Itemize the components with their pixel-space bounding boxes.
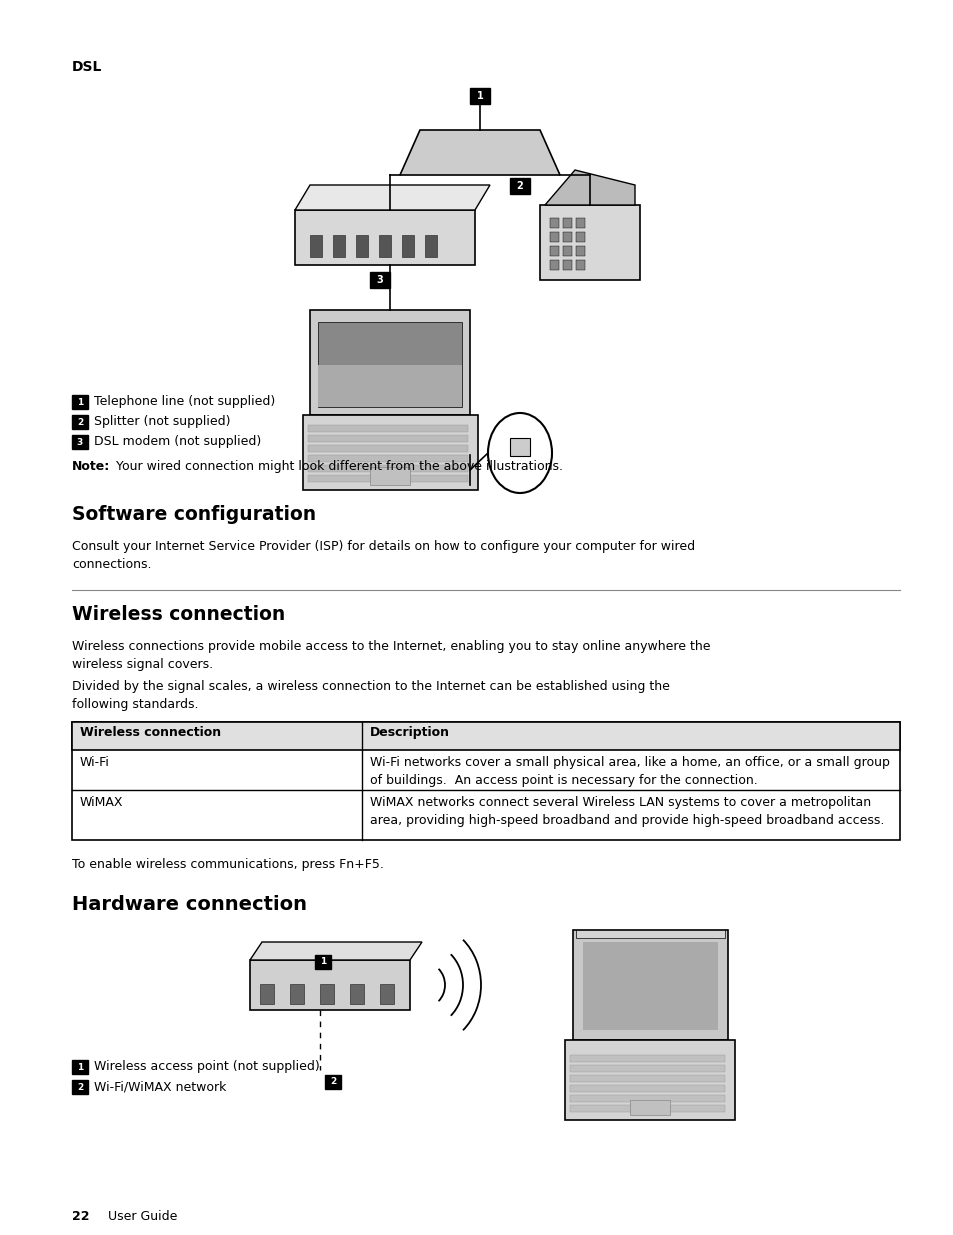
Text: 1: 1 <box>319 957 326 967</box>
Bar <box>550 232 558 242</box>
Bar <box>629 1100 669 1115</box>
Text: User Guide: User Guide <box>91 1210 177 1223</box>
Bar <box>294 210 475 266</box>
Text: Software configuration: Software configuration <box>71 505 315 524</box>
Text: 3: 3 <box>77 437 83 447</box>
Bar <box>569 1065 724 1072</box>
Bar <box>314 955 331 969</box>
Bar <box>562 232 572 242</box>
Bar <box>308 445 468 452</box>
Bar <box>310 235 322 257</box>
Text: Wireless access point (not supplied): Wireless access point (not supplied) <box>94 1060 319 1073</box>
Bar <box>569 1095 724 1102</box>
Text: Wireless connection: Wireless connection <box>71 605 285 624</box>
Text: WiMAX: WiMAX <box>80 797 123 809</box>
Text: 2: 2 <box>77 1083 83 1092</box>
Text: Wireless connections provide mobile access to the Internet, enabling you to stay: Wireless connections provide mobile acce… <box>71 640 710 671</box>
Bar <box>71 722 899 840</box>
Bar <box>308 425 468 432</box>
Text: 22: 22 <box>71 1210 90 1223</box>
Bar <box>319 984 334 1004</box>
Bar <box>576 232 584 242</box>
Bar <box>308 454 468 462</box>
Text: Note:: Note: <box>71 459 111 473</box>
Bar <box>250 960 410 1010</box>
Bar <box>569 1074 724 1082</box>
Bar <box>333 235 345 257</box>
Bar <box>576 261 584 270</box>
Bar <box>308 475 468 482</box>
Text: Hardware connection: Hardware connection <box>71 895 307 914</box>
Bar <box>290 984 304 1004</box>
Text: Wireless connection: Wireless connection <box>80 726 221 739</box>
Text: DSL modem (not supplied): DSL modem (not supplied) <box>94 435 261 448</box>
Bar <box>510 438 530 456</box>
Bar <box>510 178 530 194</box>
Bar <box>550 261 558 270</box>
Text: 1: 1 <box>77 1062 83 1072</box>
Text: Description: Description <box>370 726 450 739</box>
Bar <box>573 930 727 1040</box>
Bar <box>576 246 584 256</box>
Bar <box>539 205 639 280</box>
Bar <box>350 984 364 1004</box>
Bar <box>260 984 274 1004</box>
Bar <box>576 930 724 939</box>
Ellipse shape <box>488 412 552 493</box>
Text: 1: 1 <box>476 91 483 101</box>
Bar <box>582 942 718 1030</box>
Text: Wi-Fi/WiMAX network: Wi-Fi/WiMAX network <box>94 1079 226 1093</box>
Bar <box>562 219 572 228</box>
Bar <box>71 1060 88 1074</box>
Text: To enable wireless communications, press Fn+F5.: To enable wireless communications, press… <box>71 858 383 871</box>
Bar <box>317 322 461 408</box>
Bar <box>379 984 394 1004</box>
Text: DSL: DSL <box>71 61 102 74</box>
Bar <box>401 235 414 257</box>
Bar <box>71 435 88 450</box>
Bar <box>71 722 899 750</box>
Text: Your wired connection might look different from the above illustrations.: Your wired connection might look differe… <box>112 459 562 473</box>
Text: Splitter (not supplied): Splitter (not supplied) <box>94 415 231 429</box>
Bar <box>308 466 468 472</box>
Text: Divided by the signal scales, a wireless connection to the Internet can be estab: Divided by the signal scales, a wireless… <box>71 680 669 711</box>
Bar <box>308 435 468 442</box>
Polygon shape <box>250 942 421 960</box>
Bar <box>569 1086 724 1092</box>
Text: 2: 2 <box>517 182 523 191</box>
Bar <box>564 1040 734 1120</box>
Bar <box>562 261 572 270</box>
Bar <box>378 235 391 257</box>
Polygon shape <box>544 170 635 205</box>
Bar <box>310 310 470 415</box>
Bar <box>325 1074 340 1089</box>
Polygon shape <box>399 130 559 175</box>
Bar <box>303 415 477 490</box>
Bar <box>71 415 88 429</box>
Text: WiMAX networks connect several Wireless LAN systems to cover a metropolitan
area: WiMAX networks connect several Wireless … <box>370 797 883 827</box>
Bar <box>317 366 461 408</box>
Text: Wi-Fi: Wi-Fi <box>80 756 110 769</box>
Bar <box>562 246 572 256</box>
Bar <box>424 235 436 257</box>
Bar <box>370 467 410 485</box>
Bar <box>550 246 558 256</box>
Bar <box>569 1105 724 1112</box>
Bar <box>576 219 584 228</box>
Text: Wi-Fi networks cover a small physical area, like a home, an office, or a small g: Wi-Fi networks cover a small physical ar… <box>370 756 889 787</box>
Text: 1: 1 <box>77 398 83 406</box>
Bar <box>470 88 490 104</box>
Polygon shape <box>294 185 490 210</box>
Bar <box>355 235 368 257</box>
Bar <box>71 395 88 409</box>
Text: Consult your Internet Service Provider (ISP) for details on how to configure you: Consult your Internet Service Provider (… <box>71 540 695 571</box>
Text: 2: 2 <box>77 417 83 426</box>
Text: Telephone line (not supplied): Telephone line (not supplied) <box>94 395 275 408</box>
Bar <box>370 272 390 288</box>
Bar <box>71 1079 88 1094</box>
Bar <box>550 219 558 228</box>
Bar <box>569 1055 724 1062</box>
Text: 2: 2 <box>330 1077 335 1087</box>
Text: 3: 3 <box>376 275 383 285</box>
